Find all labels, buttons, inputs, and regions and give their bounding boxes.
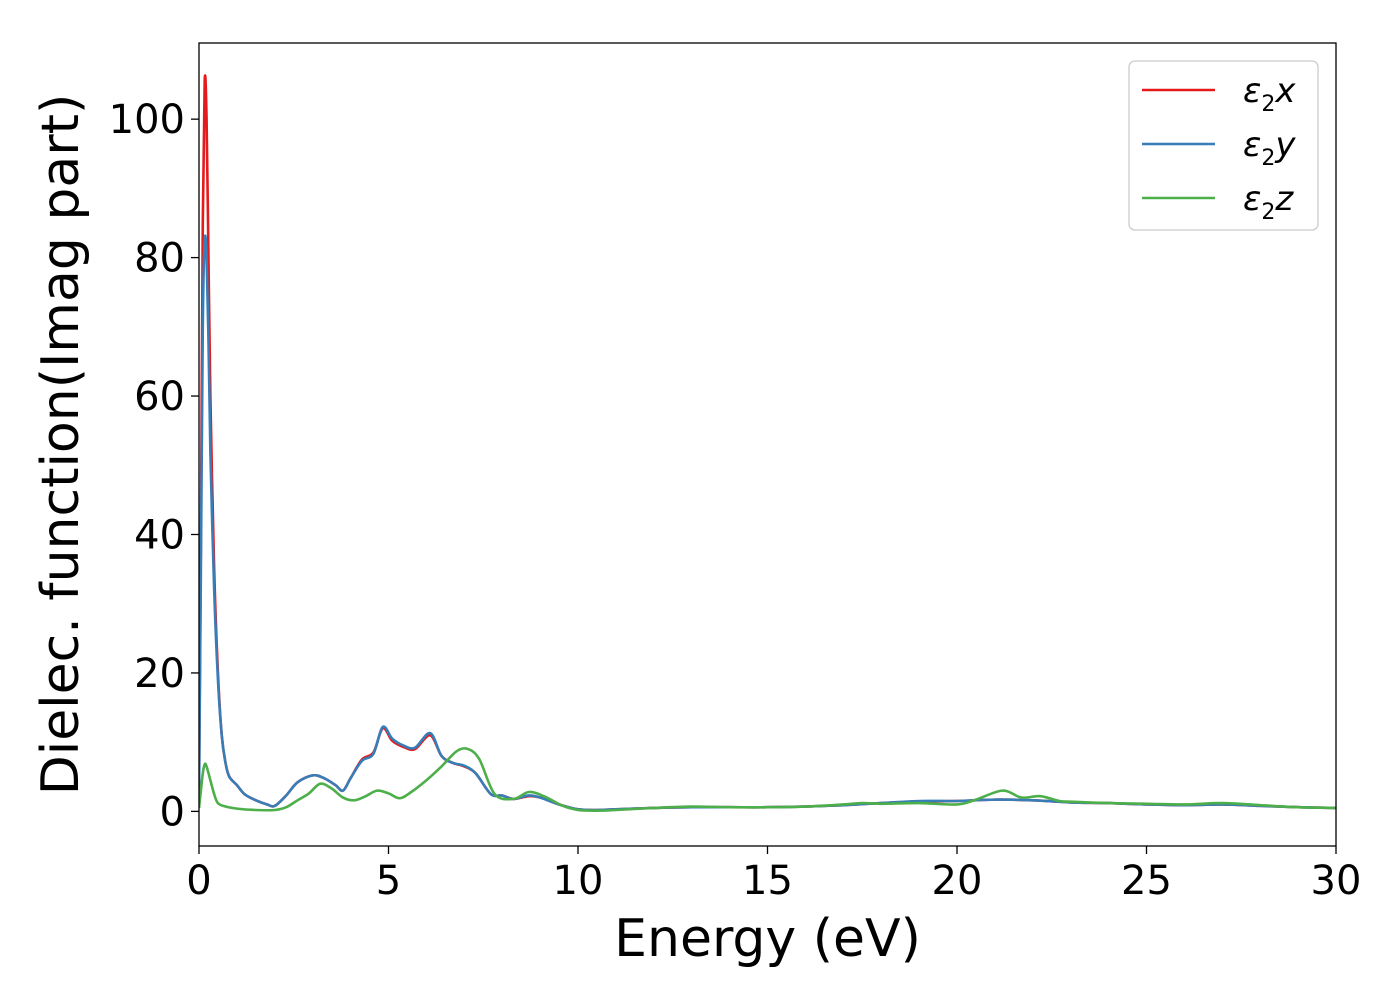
x-axis-title: Energy (eV) xyxy=(614,909,921,969)
x-tick-label: 20 xyxy=(932,858,983,904)
y-axis-title: Dielec. function(Imag part) xyxy=(31,94,91,796)
series-line-2 xyxy=(199,234,1336,812)
y-tick-label: 60 xyxy=(134,374,185,420)
x-tick-label: 0 xyxy=(186,858,211,904)
x-tick-label: 25 xyxy=(1121,858,1172,904)
x-axis: 0 5 10 15 20 25 30 xyxy=(186,846,1361,904)
legend-label: ε2y xyxy=(1243,125,1296,171)
x-tick-label: 5 xyxy=(376,858,401,904)
x-tick-label: 10 xyxy=(553,858,604,904)
legend: ε2x ε2y ε2z xyxy=(1128,60,1319,231)
y-tick-label: 20 xyxy=(134,651,185,697)
y-tick-label: 0 xyxy=(160,789,185,835)
legend-label: ε2z xyxy=(1243,179,1294,225)
series-layer xyxy=(199,74,1336,813)
legend-label: ε2x xyxy=(1243,71,1296,117)
x-tick-label: 15 xyxy=(742,858,793,904)
x-tick-label: 30 xyxy=(1311,858,1362,904)
y-axis: 0 20 40 60 80 100 xyxy=(109,97,199,835)
y-tick-label: 40 xyxy=(134,512,185,558)
series-line-3 xyxy=(199,747,1336,813)
y-tick-label: 80 xyxy=(134,236,185,282)
legend-box xyxy=(1128,60,1319,231)
y-tick-label: 100 xyxy=(109,97,185,143)
